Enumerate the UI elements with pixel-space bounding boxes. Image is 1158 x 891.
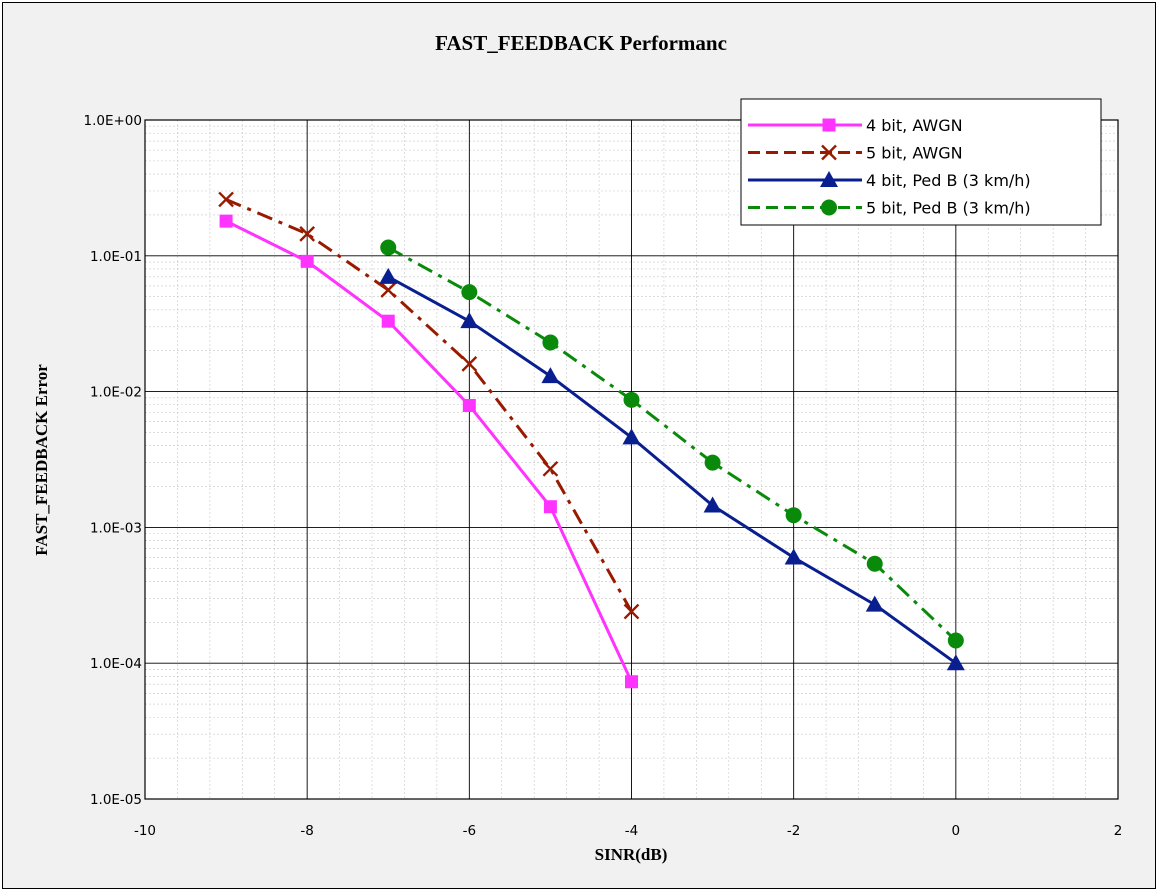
y-tick-label: 1.0E+00 — [84, 113, 143, 129]
data-point — [380, 239, 397, 256]
y-axis-title: FAST_FEEDBACK Error — [32, 364, 51, 556]
x-axis-ticks: -10 -8 -6 -4 -2 0 2 — [134, 823, 1122, 839]
legend-marker — [821, 199, 837, 216]
data-point — [218, 191, 234, 208]
data-point — [947, 632, 964, 649]
x-tick-label: -4 — [625, 823, 638, 839]
x-tick-label: -10 — [134, 823, 156, 839]
series-layer — [218, 191, 965, 689]
data-point — [623, 391, 640, 408]
series-line — [387, 275, 957, 665]
legend-entry: 5 bit, AWGN — [748, 144, 963, 163]
y-tick-label: 1.0E-03 — [90, 520, 142, 536]
y-tick-label: 1.0E-01 — [90, 249, 142, 265]
data-point — [461, 284, 478, 301]
data-point — [219, 214, 233, 228]
legend-label: 4 bit, Ped B (3 km/h) — [866, 171, 1031, 190]
y-axis-ticks: 1.0E-05 1.0E-04 1.0E-03 1.0E-02 1.0E-01 1.0E+… — [84, 113, 143, 808]
series-4 — [380, 239, 964, 649]
data-point — [381, 314, 395, 328]
series-line — [225, 219, 633, 683]
x-tick-label: -6 — [463, 823, 476, 839]
data-point — [300, 254, 314, 268]
legend-box — [740, 98, 1102, 226]
chart-title: FAST_FEEDBACK Performanc — [435, 31, 727, 55]
legend-marker — [820, 171, 838, 187]
legend-marker — [821, 144, 837, 161]
data-point — [704, 454, 721, 471]
data-point — [785, 507, 802, 524]
legend-marker — [822, 118, 836, 132]
data-point — [461, 356, 478, 372]
series-line — [225, 198, 633, 613]
plot-border — [144, 119, 1119, 800]
x-tick-label: 2 — [1114, 823, 1123, 839]
x-tick-label: -2 — [787, 823, 800, 839]
data-point — [866, 555, 883, 572]
legend-label: 5 bit, AWGN — [866, 144, 963, 163]
legend-label: 4 bit, AWGN — [866, 116, 963, 135]
y-tick-label: 1.0E-04 — [90, 656, 142, 672]
series-3 — [379, 267, 965, 671]
legend-entry: 4 bit, AWGN — [748, 116, 963, 135]
y-tick-label: 1.0E-02 — [90, 385, 142, 401]
data-point — [542, 460, 559, 477]
legend-label: 5 bit, Ped B (3 km/h) — [866, 199, 1031, 218]
x-tick-label: -8 — [300, 823, 313, 839]
data-point — [541, 367, 560, 384]
x-axis-title: SINR(dB) — [595, 845, 668, 864]
legend-entry: 4 bit, Ped B (3 km/h) — [748, 171, 1031, 190]
data-point — [460, 312, 479, 329]
series-2 — [218, 191, 640, 620]
series-line — [387, 246, 957, 642]
legend: 4 bit, AWGN 5 bit, AWGN 4 bit, Ped B (3 km… — [740, 98, 1102, 226]
data-point — [542, 334, 559, 351]
data-point — [380, 282, 397, 298]
data-point — [865, 595, 884, 612]
data-point — [784, 548, 803, 565]
series-1 — [219, 214, 638, 689]
data-point — [625, 675, 638, 689]
data-point — [379, 267, 398, 284]
y-tick-label: 1.0E-05 — [90, 792, 142, 808]
x-tick-label: 0 — [952, 823, 961, 839]
data-point — [462, 399, 476, 413]
data-point — [622, 428, 641, 445]
data-point — [543, 500, 557, 514]
data-point — [623, 603, 640, 620]
legend-entry: 5 bit, Ped B (3 km/h) — [748, 199, 1031, 218]
data-point — [703, 496, 722, 513]
data-point — [946, 654, 965, 671]
data-point — [299, 226, 316, 242]
